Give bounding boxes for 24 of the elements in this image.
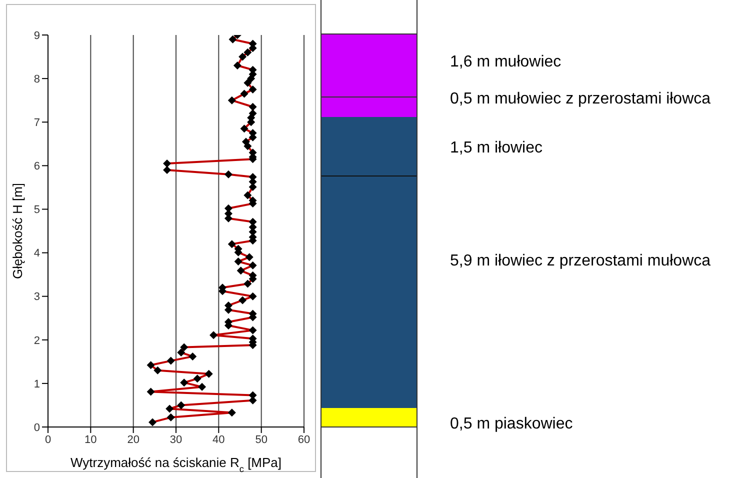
y-tick-label: 3 — [34, 291, 40, 304]
y-tick-label: 9 — [34, 30, 40, 42]
x-tick-label: 10 — [84, 434, 97, 446]
x-axis-title: Wytrzymałość na ściskanie R$_{c}$ [MPa] — [70, 455, 282, 474]
y-tick-label: 1 — [34, 378, 40, 390]
text: 0,5 m mułowiec z przerostami iłowca — [450, 90, 711, 108]
y-tick-label: 7 — [34, 117, 40, 130]
y-axis-title: Głębokość H [m] — [10, 182, 25, 280]
text: 5,9 m iłowiec z przerostami mułowca — [450, 252, 711, 270]
text: 0,5 m piaskowiec — [450, 416, 573, 433]
y-tick-label: 5 — [34, 204, 40, 216]
x-tick-label: 60 — [298, 434, 310, 446]
x-tick-label: 30 — [170, 434, 182, 446]
y-tick-label: 4 — [34, 248, 40, 260]
y-tick-label: 6 — [34, 160, 40, 173]
text: 1,6 m mułowiec — [450, 54, 562, 71]
x-tick-label: 50 — [255, 434, 268, 446]
y-tick-label: 2 — [34, 334, 40, 347]
text: 1,5 m iłowiec — [450, 140, 542, 157]
x-tick-label: 0 — [44, 434, 52, 446]
x-tick-label: 20 — [127, 434, 140, 446]
x-tick-label: 40 — [212, 434, 225, 446]
y-tick-label: 0 — [34, 422, 40, 434]
y-tick-label: 8 — [34, 73, 40, 86]
